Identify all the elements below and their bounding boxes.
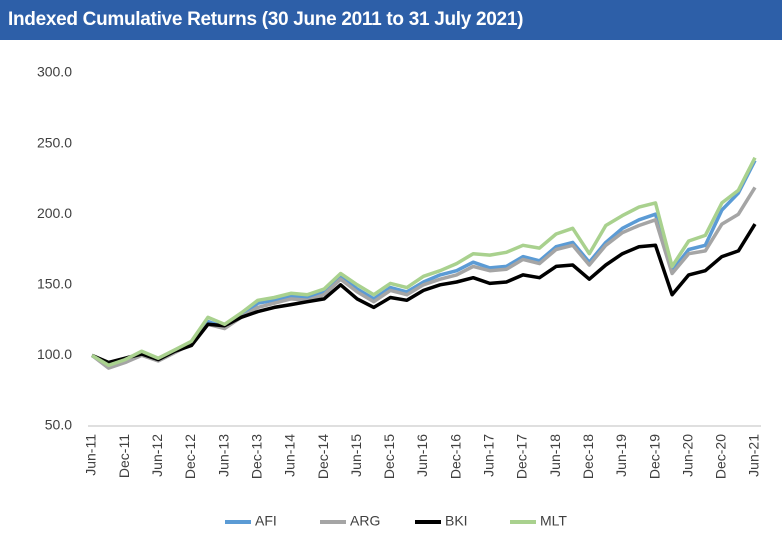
x-tick-label: Dec-11 bbox=[116, 434, 132, 478]
x-tick-label: Jun-19 bbox=[613, 434, 629, 477]
x-tick-label: Jun-21 bbox=[746, 434, 762, 477]
y-tick-label: 50.0 bbox=[45, 417, 72, 433]
x-tick-label: Jun-16 bbox=[414, 434, 430, 477]
legend-label: MLT bbox=[540, 513, 567, 529]
x-tick-label: Dec-17 bbox=[514, 434, 530, 479]
y-tick-label: 100.0 bbox=[37, 346, 72, 362]
x-tick-label: Jun-13 bbox=[215, 434, 231, 477]
x-tick-label: Dec-13 bbox=[248, 434, 264, 479]
y-tick-label: 300.0 bbox=[37, 64, 72, 80]
x-tick-label: Jun-17 bbox=[481, 434, 497, 477]
x-tick-label: Dec-16 bbox=[447, 434, 463, 479]
x-tick-label: Dec-12 bbox=[182, 434, 198, 479]
x-tick-label: Jun-15 bbox=[348, 434, 364, 477]
y-tick-label: 250.0 bbox=[37, 134, 72, 150]
x-tick-label: Jun-12 bbox=[149, 434, 165, 477]
x-tick-label: Dec-15 bbox=[381, 434, 397, 479]
chart-title: Indexed Cumulative Returns (30 June 2011… bbox=[0, 0, 782, 40]
x-tick-label: Dec-19 bbox=[646, 434, 662, 479]
series-line bbox=[91, 156, 757, 368]
series-line bbox=[91, 159, 757, 369]
series-line bbox=[91, 223, 757, 365]
x-tick-label: Dec-20 bbox=[713, 434, 729, 479]
legend-label: ARG bbox=[350, 513, 380, 529]
x-tick-label: Jun-20 bbox=[679, 434, 695, 477]
x-tick-label: Dec-18 bbox=[580, 434, 596, 479]
y-tick-label: 200.0 bbox=[37, 205, 72, 221]
legend-label: AFI bbox=[255, 513, 277, 529]
x-tick-label: Jun-11 bbox=[83, 434, 99, 476]
x-tick-label: Jun-14 bbox=[282, 434, 298, 477]
x-tick-label: Dec-14 bbox=[315, 434, 331, 479]
x-tick-label: Jun-18 bbox=[547, 434, 563, 477]
y-tick-label: 150.0 bbox=[37, 276, 72, 292]
legend-label: BKI bbox=[445, 513, 468, 529]
